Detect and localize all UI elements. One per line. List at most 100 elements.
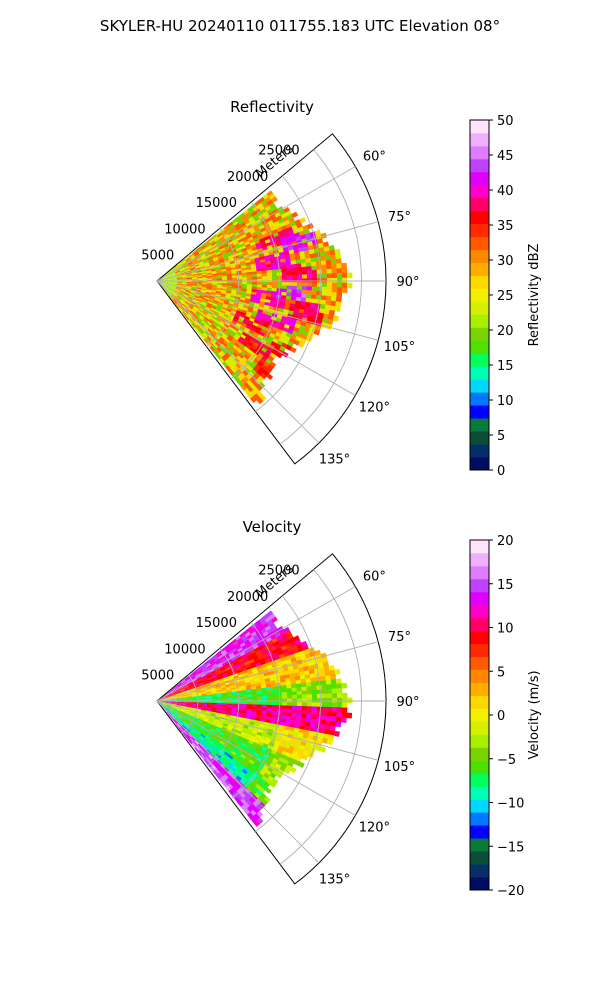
range-ring bbox=[279, 149, 362, 445]
colorbar-segment bbox=[470, 236, 489, 251]
range-ring bbox=[255, 595, 322, 832]
colorbar-segment bbox=[470, 223, 489, 238]
colorbar-segment bbox=[470, 747, 489, 761]
colorbar-tick-label: 10 bbox=[497, 622, 514, 637]
colorbar-segment bbox=[470, 786, 489, 800]
colorbar-label: Velocity (m/s) bbox=[527, 670, 542, 759]
colorbar-segment bbox=[470, 669, 489, 683]
colorbar-tick-label: 20 bbox=[497, 324, 514, 339]
colorbar-tick-label: 40 bbox=[497, 184, 514, 199]
colorbar-segment bbox=[470, 262, 489, 276]
colorbar-segment bbox=[470, 591, 489, 606]
azimuth-gridline bbox=[156, 280, 356, 396]
colorbar-segment bbox=[470, 275, 489, 289]
range-ring bbox=[279, 569, 362, 865]
colorbar-tick-label: −20 bbox=[497, 884, 524, 899]
figure-suptitle: SKYLER-HU 20240110 011755.183 UTC Elevat… bbox=[100, 17, 500, 35]
colorbar-segment bbox=[470, 145, 489, 160]
reflectivity-sector-plot: 5000 10000 15000 20000 25000 60° 75° 90° 105° 120… bbox=[141, 133, 420, 467]
colorbar-segment bbox=[470, 314, 489, 328]
colorbar-segment bbox=[470, 457, 489, 471]
colorbar-segment bbox=[470, 184, 489, 199]
colorbar-segment bbox=[470, 864, 489, 878]
colorbar-label: Reflectivity dBZ bbox=[527, 244, 542, 347]
data-cells bbox=[157, 610, 353, 827]
colorbar-tick-label: 15 bbox=[497, 359, 514, 374]
velocity-title: Velocity bbox=[243, 518, 302, 536]
azimuth-tick-label: 60° bbox=[363, 570, 386, 585]
radial-tick-label: 5000 bbox=[141, 249, 174, 264]
colorbar-segment bbox=[470, 392, 489, 406]
radial-tick-label: 15000 bbox=[196, 196, 237, 211]
colorbar-segment bbox=[470, 708, 489, 722]
colorbar-tick-label: 25 bbox=[497, 289, 514, 304]
radial-tick-label: 25000 bbox=[258, 564, 299, 579]
reflectivity-panel: Reflectivity 5000 10000 15000 20000 25000 60°… bbox=[141, 98, 542, 479]
radial-tick-label: 15000 bbox=[196, 616, 237, 631]
colorbar-tick-label: 15 bbox=[497, 578, 514, 593]
reflectivity-colorbar: 0 5 10 15 20 25 30 35 40 45 50 Reflectivity dBZ bbox=[469, 114, 542, 479]
colorbar-segment bbox=[470, 379, 489, 393]
colorbar-segment bbox=[470, 132, 489, 147]
colorbar-segment bbox=[470, 630, 489, 645]
azimuth-tick-label: 105° bbox=[384, 340, 415, 355]
colorbar-tick-label: 30 bbox=[497, 254, 514, 269]
colorbar-segment bbox=[470, 120, 489, 134]
colorbar-segment bbox=[470, 812, 489, 826]
azimuth-tick-label: 120° bbox=[359, 821, 390, 836]
colorbar-segment bbox=[470, 799, 489, 813]
colorbar-segment bbox=[470, 552, 489, 567]
colorbar-segment bbox=[470, 604, 489, 619]
azimuth-tick-label: 105° bbox=[384, 760, 415, 775]
radial-tick-label: 20000 bbox=[227, 170, 268, 185]
colorbar-segment bbox=[470, 249, 489, 263]
colorbar-segment bbox=[470, 721, 489, 735]
colorbar-tick-label: −10 bbox=[497, 797, 524, 812]
sector-frame bbox=[156, 553, 387, 885]
range-ring bbox=[205, 228, 240, 347]
range-ring bbox=[181, 254, 199, 315]
azimuth-tick-label: 135° bbox=[319, 872, 350, 887]
azimuth-gridline bbox=[156, 700, 320, 864]
azimuth-tick-label: 120° bbox=[359, 401, 390, 416]
colorbar-segment bbox=[470, 734, 489, 748]
colorbar-tick-label: 5 bbox=[497, 429, 505, 444]
azimuth-tick-label: 60° bbox=[363, 150, 386, 165]
velocity-colorbar: −20 −15 −10 −5 0 5 10 15 20 Velocity (m/s) bbox=[469, 534, 542, 899]
azimuth-gridline bbox=[156, 280, 320, 444]
colorbar-tick-label: 45 bbox=[497, 149, 514, 164]
range-ring bbox=[230, 201, 281, 380]
colorbar-tick-label: 35 bbox=[497, 219, 514, 234]
azimuth-gridline bbox=[156, 641, 379, 702]
azimuth-gridline bbox=[156, 280, 379, 341]
colorbar-segment bbox=[470, 418, 489, 432]
colorbar-segment bbox=[470, 405, 489, 419]
colorbar-segment bbox=[470, 617, 489, 632]
colorbar-tick-label: 0 bbox=[497, 709, 505, 724]
colorbar-segment bbox=[470, 656, 489, 671]
sector-frame bbox=[156, 133, 387, 465]
colorbar-segment bbox=[470, 682, 489, 696]
colorbar-tick-label: 0 bbox=[497, 464, 505, 479]
colorbar-segment bbox=[470, 540, 489, 554]
colorbar-segment bbox=[470, 825, 489, 839]
colorbar-segment bbox=[470, 877, 489, 891]
colorbar-tick-label: 10 bbox=[497, 394, 514, 409]
colorbar-segment bbox=[470, 578, 489, 593]
reflectivity-title: Reflectivity bbox=[230, 98, 314, 116]
colorbar-tick-label: −15 bbox=[497, 840, 524, 855]
colorbar-segment bbox=[470, 565, 489, 580]
range-ring bbox=[181, 674, 199, 735]
azimuth-tick-label: 90° bbox=[396, 695, 419, 710]
azimuth-gridline bbox=[156, 586, 356, 702]
radial-tick-label: 20000 bbox=[227, 590, 268, 605]
colorbar-segment bbox=[470, 851, 489, 865]
azimuth-gridline bbox=[156, 221, 379, 282]
colorbar-segment bbox=[470, 838, 489, 852]
colorbar-segment bbox=[470, 643, 489, 658]
radial-tick-label: 10000 bbox=[164, 642, 205, 657]
azimuth-tick-label: 75° bbox=[388, 630, 411, 645]
data-cells bbox=[157, 190, 353, 405]
range-ring bbox=[255, 175, 322, 412]
